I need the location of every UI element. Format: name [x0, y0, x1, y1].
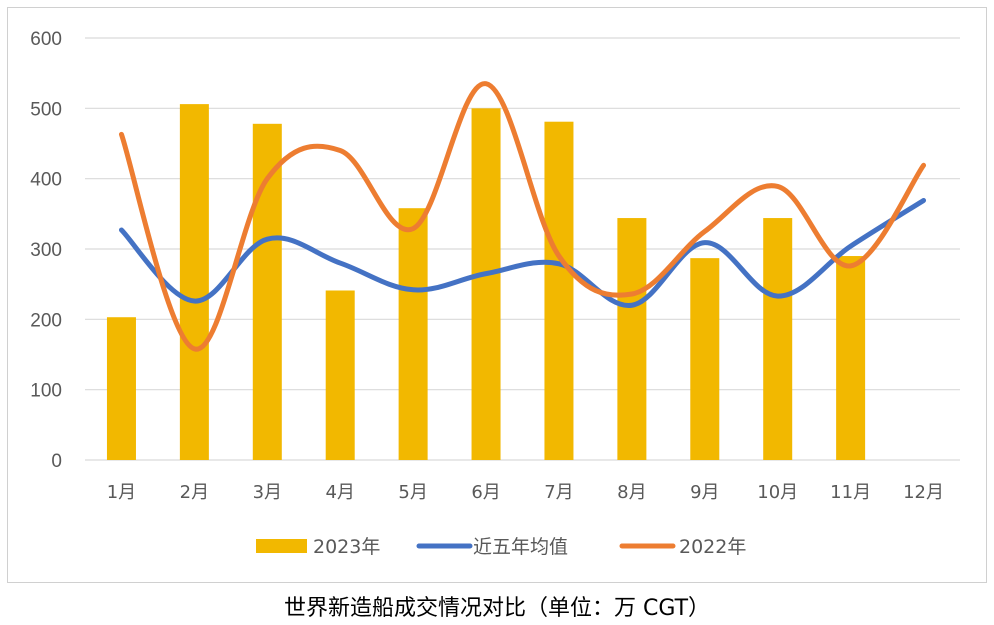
y-tick-label: 200	[30, 310, 62, 331]
legend-label: 2023年	[313, 536, 380, 558]
x-tick-label: 10月	[757, 482, 798, 503]
bar-2023-3	[252, 123, 282, 460]
x-tick-label: 8月	[617, 482, 646, 503]
bar-2023-10	[763, 218, 793, 460]
x-tick-label: 7月	[544, 482, 573, 503]
bar-2023-7	[544, 121, 574, 461]
y-tick-label: 0	[51, 451, 62, 472]
bar-2023-4	[325, 290, 355, 460]
bar-2023-2	[179, 104, 209, 460]
y-tick-label: 600	[30, 29, 62, 50]
x-tick-label: 9月	[690, 482, 719, 503]
bar-2023-8	[617, 218, 647, 460]
bar-2023-1	[106, 317, 136, 460]
line-series-2	[118, 81, 927, 352]
x-tick-label: 3月	[253, 482, 282, 503]
x-tick-label: 6月	[471, 482, 500, 503]
chart-caption: 世界新造船成交情况对比（单位：万 CGT）	[283, 596, 711, 621]
legend-label: 2022年	[679, 536, 746, 558]
line-series-1	[118, 197, 927, 308]
legend: 2023年 近五年均值 2022年	[256, 536, 746, 558]
y-tick-label: 400	[30, 170, 62, 191]
bar-2023-6	[471, 108, 501, 460]
bar-2023-9	[690, 258, 720, 460]
x-tick-label: 12月	[903, 482, 944, 503]
x-tick-label: 11月	[830, 482, 871, 503]
x-tick-label: 1月	[107, 482, 136, 503]
x-axis-tick-labels: 1月 2月 3月 4月 5月 6月 7月 8月 9月 10月 11月 12月	[107, 482, 944, 503]
x-tick-label: 4月	[325, 482, 354, 503]
gridlines	[85, 37, 960, 461]
chart-frame: 0 100 200 300 400 500 600 1月 2月 3月 4月 5月 6月 7月 8月 9月 10…	[7, 7, 987, 583]
y-tick-label: 100	[30, 381, 62, 402]
bar-series	[106, 104, 866, 461]
bar-2023-5	[398, 208, 428, 460]
legend-swatch-bar	[256, 539, 307, 553]
x-tick-label: 5月	[398, 482, 427, 503]
x-tick-label: 2月	[180, 482, 209, 503]
y-tick-label: 500	[30, 99, 62, 120]
y-tick-label: 300	[30, 240, 62, 261]
bar-2023-11	[836, 256, 866, 460]
y-axis-tick-labels: 0 100 200 300 400 500 600	[30, 29, 62, 472]
line-series	[118, 81, 927, 352]
legend-label: 近五年均值	[473, 536, 568, 558]
